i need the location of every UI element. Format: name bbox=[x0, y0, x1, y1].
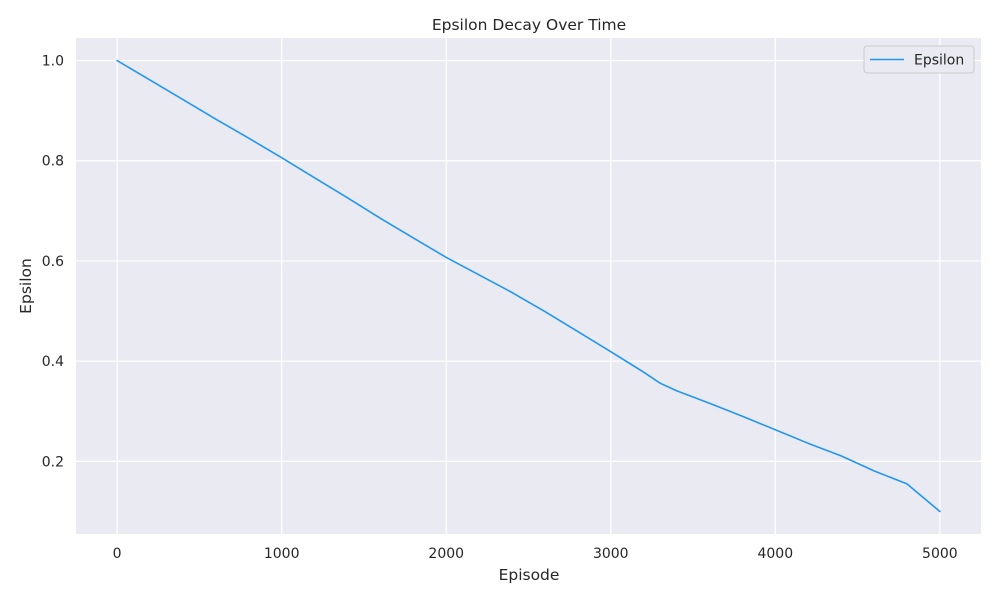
chart-title: Epsilon Decay Over Time bbox=[432, 16, 626, 34]
grid-lines bbox=[76, 38, 981, 534]
y-tick-label: 0.4 bbox=[42, 354, 64, 370]
x-axis-label: Episode bbox=[499, 566, 560, 584]
series-layer bbox=[116, 59, 941, 513]
x-tick-label: 5000 bbox=[922, 546, 958, 562]
tick-labels: 0 1000 2000 3000 4000 5000 0.2 0.4 0.6 0.8 1.0 bbox=[42, 54, 958, 562]
x-tick-label: 2000 bbox=[428, 546, 464, 562]
series-line-epsilon bbox=[116, 59, 941, 513]
y-axis-label: Epsilon bbox=[17, 258, 35, 314]
y-tick-label: 0.2 bbox=[42, 454, 64, 470]
legend-label-epsilon: Epsilon bbox=[914, 53, 964, 69]
y-tick-label: 0.6 bbox=[42, 254, 64, 270]
y-tick-label: 1.0 bbox=[42, 54, 64, 70]
x-tick-label: 3000 bbox=[593, 546, 629, 562]
legend: Epsilon bbox=[863, 45, 975, 74]
x-tick-label: 1000 bbox=[264, 546, 300, 562]
y-tick-label: 0.8 bbox=[42, 154, 64, 170]
x-tick-label: 4000 bbox=[757, 546, 793, 562]
plot-area bbox=[76, 38, 981, 534]
x-tick-label: 0 bbox=[113, 546, 122, 562]
legend-box bbox=[863, 45, 975, 74]
